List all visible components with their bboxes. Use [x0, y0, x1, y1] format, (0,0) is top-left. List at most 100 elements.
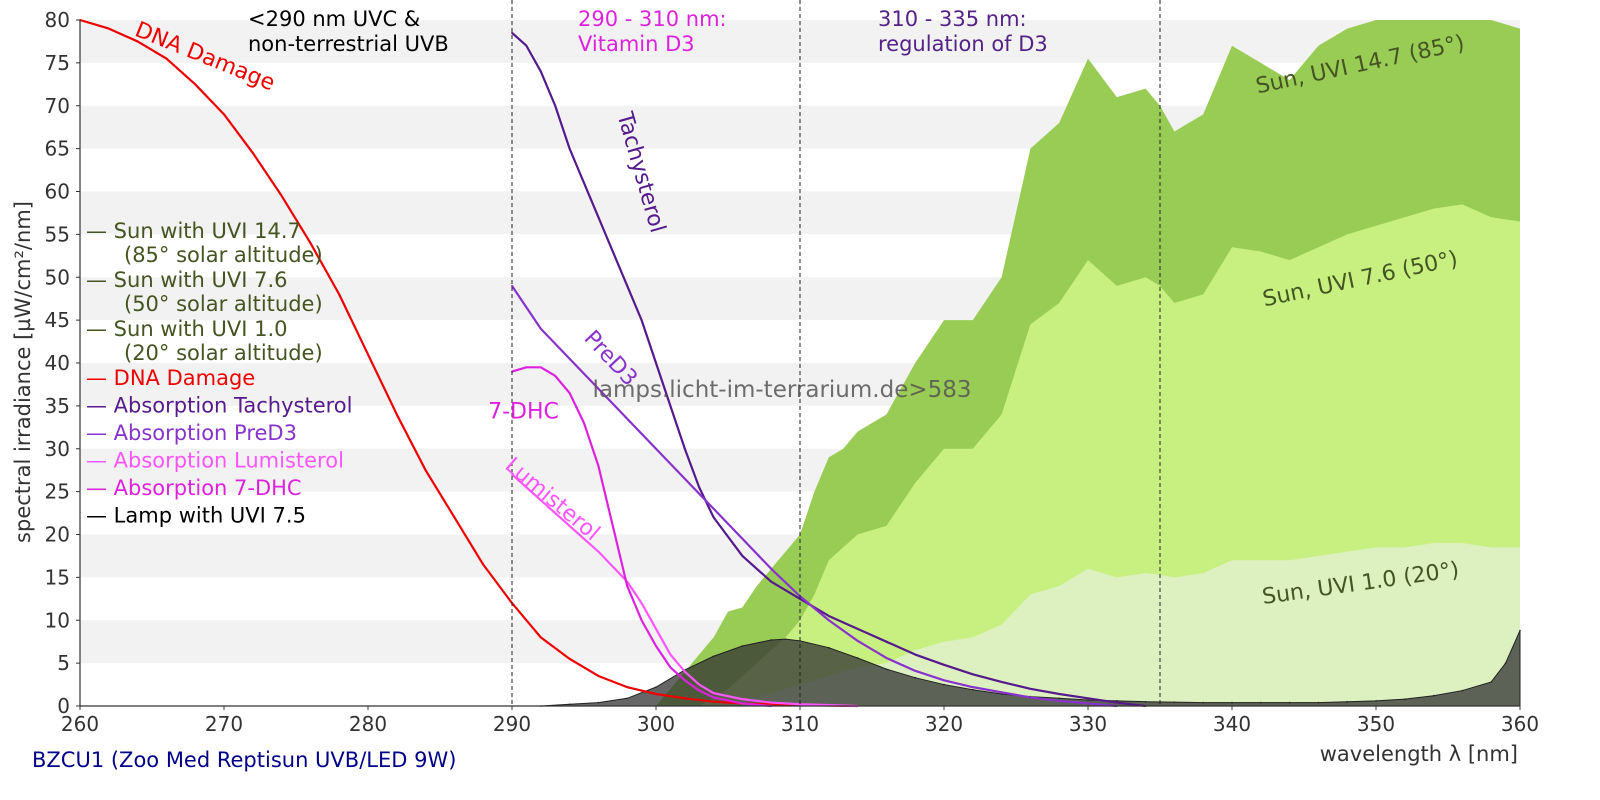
- point-absorption-pred3: [741, 537, 744, 540]
- point-absorption-7-dhc: [597, 465, 600, 467]
- point-absorption-tachysterol: [640, 319, 643, 322]
- area-sun-uvi-1-0-20: [728, 543, 1520, 706]
- y-tick-label: 30: [45, 437, 70, 461]
- lamp-point: [1375, 700, 1377, 702]
- point-absorption-7-dhc: [698, 689, 701, 692]
- x-tick-label: 310: [781, 712, 819, 736]
- footer-lamp-name: BZCU1 (Zoo Med Reptisun UVB/LED 9W): [32, 748, 456, 772]
- lamp-point: [1288, 701, 1291, 704]
- point-absorption-tachysterol: [1029, 687, 1032, 690]
- y-tick-label: 65: [45, 137, 70, 161]
- point-absorption-7-dhc: [669, 666, 672, 669]
- legend-entry-sun-with-uvi-7-6: — Sun with UVI 7.6: [86, 268, 288, 292]
- point-dna-damage: [251, 152, 254, 154]
- point-absorption-lumisterol: [640, 602, 643, 604]
- line-absorption-pred3: [511, 285, 1117, 708]
- x-tick-label: 290: [493, 712, 531, 736]
- point-absorption-tachysterol: [1115, 701, 1118, 704]
- grid-band: [80, 20, 1520, 63]
- point-absorption-tachysterol: [1087, 697, 1089, 700]
- point-absorption-tachysterol: [914, 653, 917, 656]
- point-absorption-7-dhc: [655, 645, 657, 647]
- point-absorption-7-dhc: [741, 702, 744, 705]
- y-tick-label: 45: [45, 308, 70, 332]
- point-dna-damage: [453, 516, 456, 519]
- point-absorption-lumisterol: [712, 692, 715, 695]
- line-absorption-tachysterol: [511, 32, 1146, 708]
- point-dna-damage: [223, 113, 225, 116]
- lamp-point: [1058, 697, 1060, 700]
- point-absorption-tachysterol: [554, 104, 557, 107]
- y-tick-label: 20: [45, 523, 70, 547]
- line-absorption-lumisterol: [511, 473, 858, 708]
- lamp-point: [885, 668, 888, 670]
- lamp-point: [914, 676, 916, 679]
- x-tick-label: 300: [637, 712, 675, 736]
- point-dna-damage: [338, 293, 341, 296]
- lamp-point: [828, 646, 830, 649]
- point-absorption-lumisterol: [655, 627, 657, 630]
- lamp-point: [655, 686, 657, 688]
- y-tick-label: 0: [57, 694, 70, 718]
- point-absorption-lumisterol: [597, 550, 600, 553]
- point-absorption-pred3: [539, 327, 542, 330]
- point-absorption-7-dhc: [626, 585, 629, 587]
- lamp-point: [1346, 700, 1348, 703]
- point-absorption-tachysterol: [626, 284, 629, 287]
- lamp-point: [568, 703, 571, 706]
- point-absorption-lumisterol: [683, 670, 686, 673]
- region-label-line: Vitamin D3: [578, 32, 695, 56]
- point-absorption-lumisterol: [698, 683, 701, 686]
- lamp-point: [943, 683, 945, 686]
- point-absorption-lumisterol: [568, 525, 571, 527]
- point-absorption-tachysterol: [655, 362, 657, 364]
- y-tick-label: 55: [45, 222, 70, 246]
- legend-entry-dna-damage: — DNA Damage: [86, 366, 255, 390]
- point-dna-damage: [367, 353, 369, 356]
- y-tick-label: 80: [45, 8, 70, 32]
- lamp-point: [597, 701, 600, 704]
- y-tick-label: 75: [45, 51, 70, 75]
- lamp-point: [784, 638, 787, 640]
- legend-entry-absorption-7-dhc: — Absorption 7-DHC: [86, 476, 302, 500]
- point-absorption-lumisterol: [770, 701, 773, 704]
- y-tick-label: 25: [45, 480, 70, 504]
- point-dna-damage: [568, 657, 571, 660]
- lamp-point: [1432, 694, 1435, 697]
- legend-entry-sub: (50° solar altitude): [124, 292, 323, 316]
- point-dna-damage: [712, 700, 715, 703]
- lamp-point: [1173, 701, 1176, 703]
- lamp-point: [1519, 629, 1521, 632]
- point-dna-damage: [597, 675, 600, 677]
- region-label-335: 310 - 335 nm: regulation of D3: [878, 7, 1048, 56]
- y-tick-label: 15: [45, 565, 70, 589]
- point-absorption-pred3: [971, 686, 974, 689]
- y-tick-label: 10: [45, 608, 70, 632]
- x-tick-label: 270: [205, 712, 243, 736]
- point-dna-damage: [136, 40, 139, 43]
- lamp-point: [1404, 698, 1406, 700]
- lamp-point: [1087, 699, 1089, 701]
- point-absorption-tachysterol: [525, 44, 528, 47]
- y-tick-label: 50: [45, 265, 70, 289]
- point-absorption-tachysterol: [770, 580, 773, 583]
- point-dna-damage: [683, 697, 686, 700]
- point-absorption-pred3: [1000, 691, 1003, 694]
- point-absorption-7-dhc: [525, 366, 528, 369]
- lamp-point: [1116, 700, 1118, 702]
- lamp-point: [856, 657, 859, 659]
- point-absorption-7-dhc: [611, 525, 614, 527]
- region-label-line: 310 - 335 nm:: [878, 7, 1027, 31]
- point-absorption-pred3: [655, 447, 657, 450]
- x-axis-label: wavelength λ [nm]: [1320, 742, 1518, 766]
- point-absorption-pred3: [885, 657, 888, 659]
- lamp-point: [770, 639, 772, 641]
- lamp-point: [1231, 701, 1233, 704]
- tick-labels: 0 5 10 15 20 25 30 35 40 45 50 55 60 65 70 75 80 260 270 28…: [45, 8, 1540, 736]
- x-tick-label: 340: [1213, 712, 1251, 736]
- point-absorption-7-dhc: [712, 696, 715, 699]
- watermark: lamps.licht-im-terrarium.de>583: [592, 377, 971, 403]
- lamp-point: [1202, 701, 1204, 704]
- legend-entry-sun-with-uvi-14-7: — Sun with UVI 14.7: [86, 219, 301, 243]
- point-absorption-tachysterol: [856, 627, 859, 630]
